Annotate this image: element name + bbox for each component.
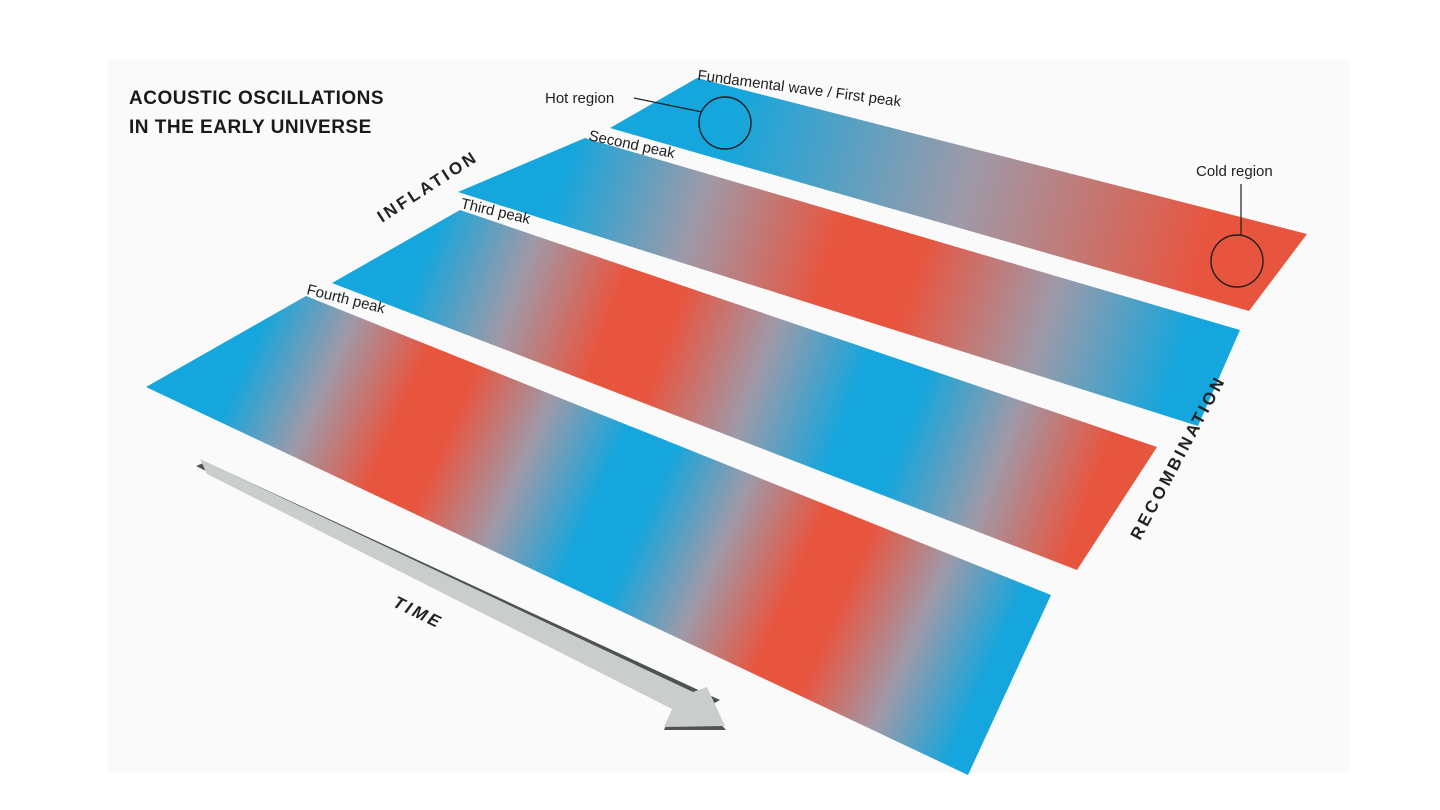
- time-label: TIME: [390, 593, 446, 633]
- time-arrow-body: [200, 459, 725, 727]
- wave-strip-1: [610, 78, 1307, 311]
- cold-region-label: Cold region: [1196, 163, 1273, 180]
- hot-region-label: Hot region: [545, 90, 614, 107]
- cold-region-marker: [1210, 234, 1264, 288]
- wave-strip-3: [332, 210, 1157, 570]
- time-arrow: [196, 459, 726, 730]
- hot-region-marker: [698, 96, 752, 150]
- wave-strip-2: [458, 138, 1240, 426]
- hot-region-annotation: Hot region: [545, 90, 752, 150]
- diagram-title-line-1: ACOUSTIC OSCILLATIONS: [129, 88, 385, 109]
- diagram-title-line-2: IN THE EARLY UNIVERSE: [129, 117, 372, 138]
- hot-region-leader: [633, 97, 703, 113]
- strips-layer: [146, 78, 1307, 775]
- cold-region-annotation: Cold region: [1196, 163, 1273, 288]
- wave-strip-4: [146, 296, 1051, 775]
